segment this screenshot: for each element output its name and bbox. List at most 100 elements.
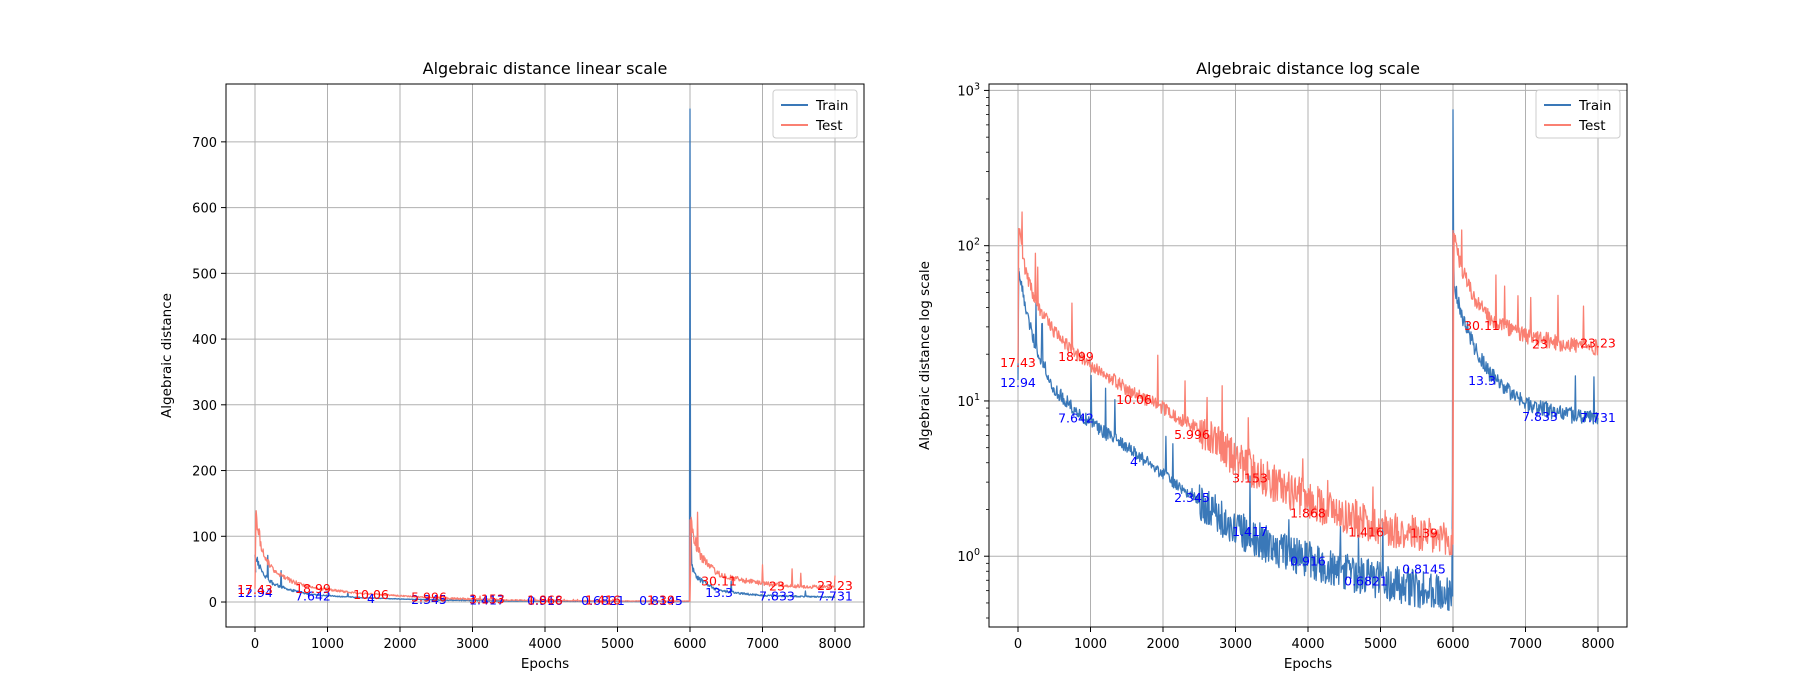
annotations: 12.94 7.642 4 2.345 1.417 0.916 0.6821 0.8145 13…: [1000, 318, 1616, 588]
annotation-train: 0.6821: [581, 593, 625, 608]
annotation-train: 7.833: [1522, 409, 1558, 424]
y-tick-label: 100: [192, 530, 217, 545]
y-tick-label: 700: [192, 136, 217, 151]
y-tick-label: 102: [957, 237, 980, 255]
series-line-test: [1017, 211, 1599, 556]
x-tick-label: 1000: [1074, 637, 1107, 652]
log-scale-chart: 12.94 7.642 4 2.345 1.417 0.916 0.6821 0.8145 13…: [917, 59, 1628, 672]
linear-scale-chart: 12.94 7.642 4 2.345 1.417 0.916 0.6821 0.8145 13…: [159, 59, 865, 672]
x-axis-label: Epochs: [521, 656, 569, 672]
annotation-test: 30.11: [701, 574, 737, 589]
annotation-train: 2.345: [411, 592, 447, 607]
annotation-test: 23: [769, 578, 785, 593]
y-axis: 0 100 200 300 400 500 600 700: [192, 136, 226, 611]
x-tick-label: 2000: [1146, 637, 1179, 652]
annotation-test: 23.23: [817, 578, 853, 593]
annotation-test: 1.39: [647, 593, 675, 608]
annotation-train: 7.642: [1058, 411, 1094, 426]
x-tick-label: 3000: [456, 637, 489, 652]
y-tick-label: 200: [192, 465, 217, 480]
chart-title: Algebraic distance linear scale: [423, 59, 668, 78]
x-tick-label: 7000: [1509, 637, 1542, 652]
annotation-test: 30.11: [1464, 318, 1500, 333]
annotation-train: 12.94: [1000, 375, 1036, 390]
annotation-train: 0.6821: [1344, 574, 1388, 589]
x-tick-label: 6000: [1436, 637, 1469, 652]
chart-title: Algebraic distance log scale: [1196, 59, 1420, 78]
annotation-test: 1.868: [1290, 506, 1326, 521]
x-tick-label: 1000: [311, 637, 344, 652]
annotation-test: 10.06: [1116, 392, 1152, 407]
x-tick-label: 0: [1014, 637, 1022, 652]
annotations: 12.94 7.642 4 2.345 1.417 0.916 0.6821 0.8145 13…: [237, 574, 853, 608]
legend: Train Test: [772, 89, 858, 139]
grid: [226, 84, 864, 627]
annotation-train: 7.642: [295, 588, 331, 603]
y-axis-label: Algebraic distance: [159, 293, 175, 418]
legend: Train Test: [1535, 89, 1621, 139]
annotation-train: 0.916: [1290, 554, 1326, 569]
annotation-test: 17.43: [237, 582, 273, 597]
x-tick-label: 0: [251, 637, 259, 652]
annotation-train: 13.3: [1468, 373, 1496, 388]
annotation-train: 4: [1130, 454, 1138, 469]
series-line-test: [254, 510, 836, 603]
y-tick-label: 101: [957, 392, 980, 410]
x-tick-label: 5000: [601, 637, 634, 652]
y-tick-label: 600: [192, 202, 217, 217]
annotation-test: 5.996: [411, 590, 447, 605]
y-axis: 100 101 102 103: [957, 81, 989, 619]
annotation-train: 7.731: [1580, 410, 1616, 425]
x-tick-label: 8000: [818, 637, 851, 652]
x-tick-label: 4000: [528, 637, 561, 652]
y-axis-label: Algebraic distance log scale: [917, 261, 933, 450]
annotation-test: 10.06: [353, 587, 389, 602]
legend-label-test: Test: [1578, 118, 1606, 134]
annotation-train: 13.3: [705, 585, 733, 600]
annotation-train: 7.833: [759, 588, 795, 603]
y-tick-label: 0: [209, 596, 217, 611]
x-tick-label: 6000: [673, 637, 706, 652]
annotation-train: 4: [367, 591, 375, 606]
annotation-test: 18.99: [295, 581, 331, 596]
annotation-test: 18.99: [1058, 349, 1094, 364]
x-axis-label: Epochs: [1284, 656, 1332, 672]
annotation-train: 1.417: [1232, 524, 1268, 539]
annotation-test: 23.23: [1580, 336, 1616, 351]
x-tick-label: 3000: [1219, 637, 1252, 652]
annotation-test: 5.996: [1174, 427, 1210, 442]
y-tick-label: 500: [192, 267, 217, 282]
x-tick-label: 7000: [746, 637, 779, 652]
annotation-train: 0.8145: [1402, 562, 1446, 577]
annotation-train: 12.94: [237, 585, 273, 600]
x-tick-label: 4000: [1291, 637, 1324, 652]
legend-label-train: Train: [815, 98, 848, 114]
annotation-train: 7.731: [817, 588, 853, 603]
y-tick-label: 300: [192, 399, 217, 414]
annotation-test: 23: [1532, 336, 1548, 351]
x-tick-label: 2000: [383, 637, 416, 652]
annotation-test: 3.153: [1232, 470, 1268, 485]
annotation-test: 1.416: [585, 593, 621, 608]
y-tick-label: 100: [957, 547, 980, 565]
annotation-test: 1.39: [1410, 526, 1438, 541]
x-axis: 0 1000 2000 3000 4000 5000 6000 7000 8000: [251, 627, 852, 652]
legend-label-train: Train: [1578, 98, 1611, 114]
annotation-test: 1.416: [1348, 524, 1384, 539]
annotation-train: 1.417: [469, 593, 505, 608]
x-tick-label: 5000: [1364, 637, 1397, 652]
annotation-test: 1.868: [527, 592, 563, 607]
y-tick-label: 400: [192, 333, 217, 348]
x-tick-label: 8000: [1581, 637, 1614, 652]
annotation-test: 3.153: [469, 591, 505, 606]
plot-area: [254, 108, 836, 603]
annotation-train: 0.8145: [639, 593, 683, 608]
plot-area: [1017, 109, 1599, 611]
annotation-test: 17.43: [1000, 355, 1036, 370]
annotation-train: 2.345: [1174, 490, 1210, 505]
y-tick-label: 103: [957, 81, 980, 99]
x-axis: 0 1000 2000 3000 4000 5000 6000 7000 8000: [1014, 627, 1615, 652]
legend-label-test: Test: [815, 118, 843, 134]
annotation-train: 0.916: [527, 593, 563, 608]
